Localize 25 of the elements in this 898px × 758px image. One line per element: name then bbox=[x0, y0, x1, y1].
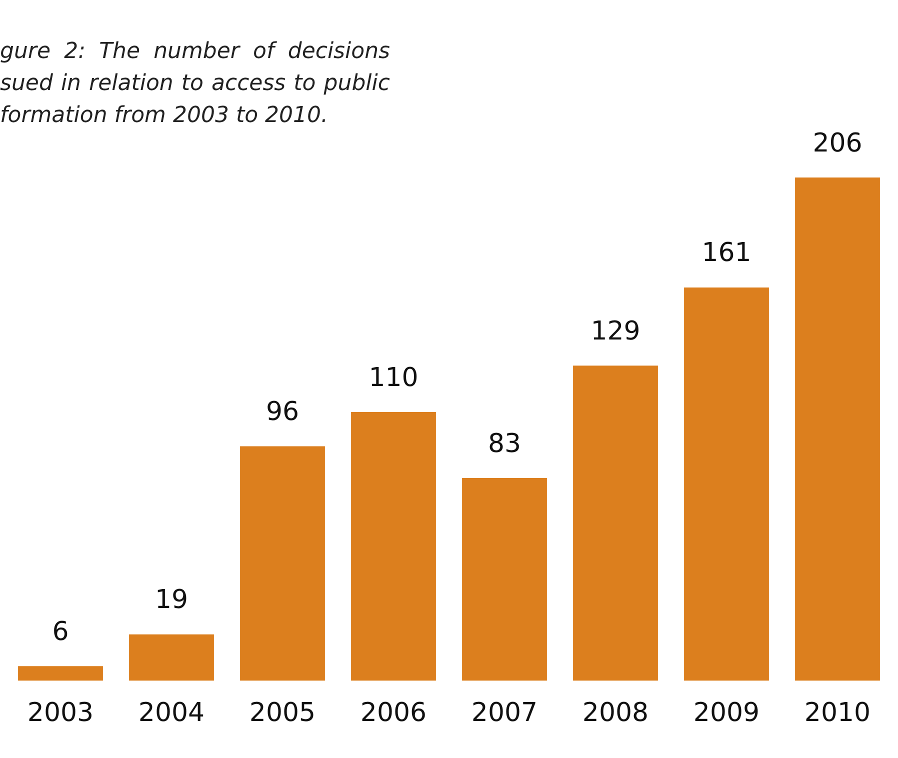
bar bbox=[240, 446, 325, 681]
bar bbox=[573, 366, 658, 681]
data-label: 6 bbox=[52, 616, 69, 647]
bar bbox=[129, 634, 214, 681]
x-tick-label: 2007 bbox=[471, 698, 538, 728]
bar bbox=[18, 666, 103, 681]
data-label: 83 bbox=[488, 428, 522, 459]
x-tick-label: 2006 bbox=[360, 698, 427, 728]
x-tick-label: 2009 bbox=[693, 698, 760, 728]
data-label: 110 bbox=[368, 362, 418, 393]
bar bbox=[351, 412, 436, 681]
bar bbox=[462, 478, 547, 681]
data-label: 96 bbox=[266, 397, 300, 428]
x-tick-label: 2005 bbox=[249, 698, 316, 728]
chart-title: gure 2: The number of decisions sued in relation to access to public formation from 2003 to 2010. bbox=[0, 38, 390, 130]
bar bbox=[684, 287, 769, 681]
x-tick-label: 2008 bbox=[582, 698, 649, 728]
bar bbox=[795, 178, 880, 681]
data-label: 206 bbox=[812, 128, 862, 158]
data-label: 161 bbox=[702, 238, 752, 268]
x-tick-label: 2004 bbox=[138, 698, 205, 728]
data-label: 19 bbox=[154, 585, 188, 616]
x-tick-label: 2003 bbox=[27, 698, 94, 728]
x-tick-label: 2010 bbox=[804, 698, 871, 728]
data-label: 129 bbox=[590, 316, 640, 346]
